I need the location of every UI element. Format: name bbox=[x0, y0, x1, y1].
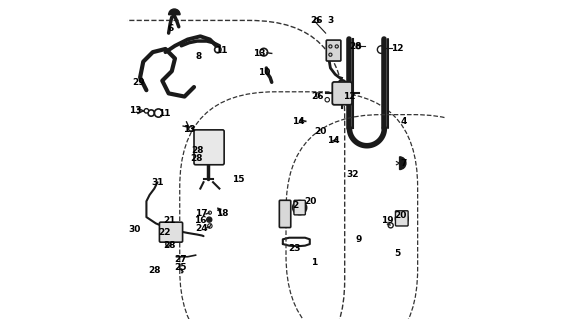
Text: 22: 22 bbox=[158, 228, 171, 237]
Text: 5: 5 bbox=[395, 249, 401, 258]
Text: 21: 21 bbox=[164, 216, 176, 225]
FancyBboxPatch shape bbox=[160, 222, 182, 242]
Text: 20: 20 bbox=[314, 127, 327, 136]
Circle shape bbox=[336, 88, 348, 99]
Text: 26: 26 bbox=[312, 92, 324, 101]
Text: 24: 24 bbox=[195, 224, 208, 233]
Text: 28: 28 bbox=[190, 154, 203, 163]
Text: 11: 11 bbox=[158, 108, 170, 117]
Text: 4: 4 bbox=[400, 117, 407, 126]
Text: 28: 28 bbox=[148, 266, 161, 275]
Text: 28: 28 bbox=[349, 42, 362, 51]
Circle shape bbox=[144, 108, 149, 113]
FancyBboxPatch shape bbox=[395, 211, 408, 226]
Text: 3: 3 bbox=[327, 16, 333, 25]
Text: 14: 14 bbox=[292, 117, 304, 126]
Text: 29: 29 bbox=[132, 78, 145, 87]
Text: 11: 11 bbox=[214, 46, 227, 55]
Text: 8: 8 bbox=[196, 52, 202, 61]
Text: 32: 32 bbox=[347, 170, 359, 179]
Circle shape bbox=[200, 140, 216, 156]
Text: 20: 20 bbox=[395, 211, 407, 220]
Text: 10: 10 bbox=[257, 68, 270, 77]
FancyBboxPatch shape bbox=[194, 130, 224, 165]
Text: 23: 23 bbox=[289, 244, 301, 253]
FancyBboxPatch shape bbox=[326, 40, 341, 61]
Text: 15: 15 bbox=[232, 174, 244, 184]
Text: 7: 7 bbox=[400, 159, 407, 168]
Text: 6: 6 bbox=[167, 24, 173, 33]
Text: 12: 12 bbox=[391, 44, 403, 53]
Circle shape bbox=[206, 217, 212, 222]
Text: 18: 18 bbox=[216, 209, 228, 219]
Text: 9: 9 bbox=[356, 235, 362, 244]
Text: 13: 13 bbox=[129, 106, 141, 115]
Wedge shape bbox=[169, 9, 180, 15]
FancyBboxPatch shape bbox=[279, 200, 291, 228]
Circle shape bbox=[204, 144, 212, 152]
Circle shape bbox=[395, 212, 408, 225]
Circle shape bbox=[339, 80, 346, 88]
Text: 2: 2 bbox=[292, 202, 299, 211]
Text: 20: 20 bbox=[304, 197, 317, 206]
Text: 17: 17 bbox=[195, 209, 208, 219]
Text: 28: 28 bbox=[164, 241, 176, 250]
Text: 16: 16 bbox=[194, 216, 206, 225]
Text: 26: 26 bbox=[310, 16, 323, 25]
Circle shape bbox=[293, 201, 307, 215]
FancyBboxPatch shape bbox=[294, 200, 305, 215]
Text: 31: 31 bbox=[151, 178, 164, 187]
Text: 1: 1 bbox=[311, 258, 317, 267]
Circle shape bbox=[166, 228, 176, 237]
Text: 13: 13 bbox=[183, 125, 196, 134]
Text: 19: 19 bbox=[381, 216, 394, 225]
Text: 28: 28 bbox=[191, 146, 204, 155]
Text: 12: 12 bbox=[343, 92, 356, 101]
FancyBboxPatch shape bbox=[332, 82, 352, 105]
Text: 30: 30 bbox=[128, 225, 141, 234]
Wedge shape bbox=[400, 157, 406, 170]
Text: 13: 13 bbox=[253, 49, 265, 58]
Text: 27: 27 bbox=[174, 255, 187, 264]
Circle shape bbox=[208, 218, 211, 221]
Text: 14: 14 bbox=[327, 136, 340, 146]
Text: 25: 25 bbox=[174, 263, 187, 272]
